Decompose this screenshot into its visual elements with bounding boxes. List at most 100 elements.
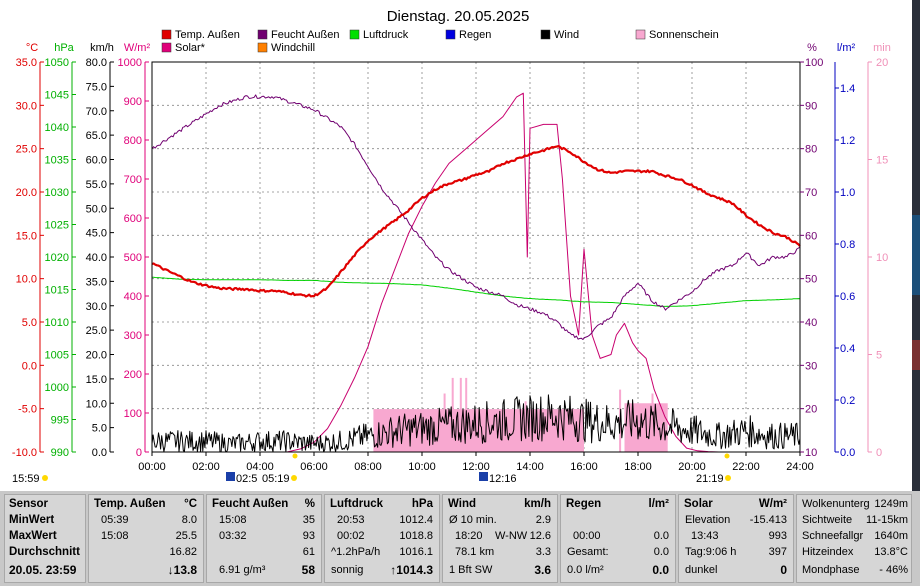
axis-tick-label-left: -5.0	[18, 404, 37, 416]
solar-title: Solar	[684, 498, 713, 510]
x-tick-label: 14:00	[516, 461, 544, 473]
x-tick-label: 08:00	[354, 461, 382, 473]
axis-tick-label-right: 20	[876, 57, 888, 69]
series-line-luftdruck	[151, 276, 801, 307]
visibility-label: Sichtweite	[802, 514, 853, 526]
pressure-trend: ^1.2hPa/h	[331, 546, 381, 558]
pressure-min-val: 1012.4	[399, 514, 433, 526]
pressure-min-time: 20:53	[337, 514, 365, 526]
rain-title: Regen	[566, 498, 602, 510]
temp-title: Temp. Außen	[94, 498, 166, 510]
axis-tick-label-left: 55.0	[86, 179, 107, 191]
sunrise-marker	[226, 472, 235, 481]
axis-tick-label-left: 10.0	[86, 398, 107, 410]
x-tick-label: 10:00	[408, 461, 436, 473]
solar-elevation-val: -15.413	[749, 514, 787, 526]
axis-tick-label-left: 15.0	[16, 230, 37, 242]
legend-label: Regen	[459, 29, 491, 41]
legend-swatch	[257, 29, 268, 40]
wind-distance: 78.1 km	[455, 546, 495, 558]
legend-swatch	[161, 29, 172, 40]
axis-tick-label-left: 30.0	[16, 100, 37, 112]
solar-state: dunkel	[685, 564, 718, 576]
x-tick-label: 24:00	[786, 461, 814, 473]
axis-tick-label-left: 400	[124, 291, 142, 303]
sunrise-dot	[292, 453, 298, 459]
chart-series	[151, 92, 801, 453]
humidity-max-val: 93	[302, 530, 315, 542]
legend-swatch	[540, 29, 551, 40]
humidity-current: 58	[301, 563, 315, 577]
humidity-unit: %	[304, 498, 315, 510]
axis-tick-label-left: 60.0	[86, 155, 107, 167]
axis-tick-label-right: 10	[876, 252, 888, 264]
x-tick-label: 22:00	[732, 461, 760, 473]
x-tick-label: 18:00	[624, 461, 652, 473]
axis-tick-label-left: 1035	[45, 155, 69, 167]
axis-tick-label-left: 500	[124, 252, 142, 264]
axis-tick-label-left: 25.0	[16, 144, 37, 156]
axis-tick-label-left: 5.0	[92, 423, 107, 435]
axis-tick-label-right: 15	[876, 155, 888, 167]
rain-rate: 0.0 l/m²	[567, 564, 604, 576]
axis-tick-label-left: 1015	[45, 285, 69, 297]
axis-tick-label-left: 70.0	[86, 106, 107, 118]
pressure-title: Luftdruck	[330, 498, 384, 510]
axis-tick-label-right: 1.0	[840, 187, 855, 199]
legend-swatch	[635, 29, 646, 40]
rain-total-label: Gesamt:	[567, 546, 609, 558]
axis-tick-label-right: 100	[805, 57, 823, 69]
pressure-max-time: 00:02	[337, 530, 365, 542]
legend-label: Windchill	[271, 42, 315, 54]
chart-axes: °C 35.0 30.0 25.0 20.0 15.0 10.0 5.0 0.0 -5.0 -10.…	[12, 42, 891, 459]
axis-tick-label-left: 75.0	[86, 81, 107, 93]
x-tick-label: 02:00	[192, 461, 220, 473]
morning-sun-marker	[291, 475, 297, 481]
moonphase-val: - 46%	[879, 564, 908, 576]
x-tick-label: 00:00	[138, 461, 166, 473]
wind-max-dir: W-NW	[495, 530, 528, 542]
axis-tick-label-left: 40.0	[86, 252, 107, 264]
axis-tick-label-right: 80	[805, 144, 817, 156]
axis-tick-label-left: 80.0	[86, 57, 107, 69]
axis-tick-label-left: 900	[124, 96, 142, 108]
axis-tick-label-right: 0	[876, 447, 882, 459]
solar-max-time: 13:43	[691, 530, 719, 542]
sunset-dot	[724, 453, 730, 459]
solar-panel: Solar W/m² Elevation -15.413 13:43 993 Tag:…	[678, 494, 794, 583]
snowline-label: Schneefallgr	[802, 530, 864, 542]
rain-total-val: 0.0	[653, 546, 669, 558]
axis-tick-label-left: 1045	[45, 90, 69, 102]
temp-max-val: 25.5	[175, 530, 197, 542]
legend-label: Temp. Außen	[175, 29, 240, 41]
legend-swatch	[257, 42, 268, 53]
cloudbase-label: Wolkenunterg	[802, 498, 870, 510]
humidity-min-time: 15:08	[219, 514, 247, 526]
axis-tick-label-left: 0	[136, 447, 142, 459]
axis-tick-label-left: 1040	[45, 122, 69, 134]
axis-tick-label-left: 700	[124, 174, 142, 186]
axis-tick-label-left: 45.0	[86, 228, 107, 240]
axis-tick-label-right: 0.4	[840, 343, 855, 355]
heatindex-label: Hitzeindex	[802, 546, 854, 558]
pressure-unit: hPa	[411, 498, 433, 510]
legend-swatch	[349, 29, 360, 40]
snowline-val: 1640m	[874, 530, 908, 542]
axis-unit-right: min	[873, 42, 891, 54]
axis-tick-label-left: 15.0	[86, 374, 107, 386]
chart-legend: Temp. Außen Feucht Außen Luftdruck Regen Win…	[161, 29, 719, 54]
legend-label: Sonnenschein	[649, 29, 719, 41]
axis-tick-label-right: 10	[805, 447, 817, 459]
visibility-val: 11-15km	[866, 514, 908, 526]
wind-avg-day: 3.3	[535, 546, 551, 558]
sunshine-spike	[459, 377, 462, 452]
axis-tick-label-right: 50	[805, 274, 817, 286]
evening-sun-marker	[725, 475, 731, 481]
sensor-title: Sensor	[9, 498, 48, 510]
pressure-max-val: 1018.8	[399, 530, 433, 542]
axis-tick-label-right: 1.2	[840, 135, 855, 147]
axis-tick-label-right: 30	[805, 360, 817, 372]
start-sun-marker	[42, 475, 48, 481]
rain-current: 0.0	[652, 563, 669, 577]
solar-max-val: 993	[768, 530, 787, 542]
